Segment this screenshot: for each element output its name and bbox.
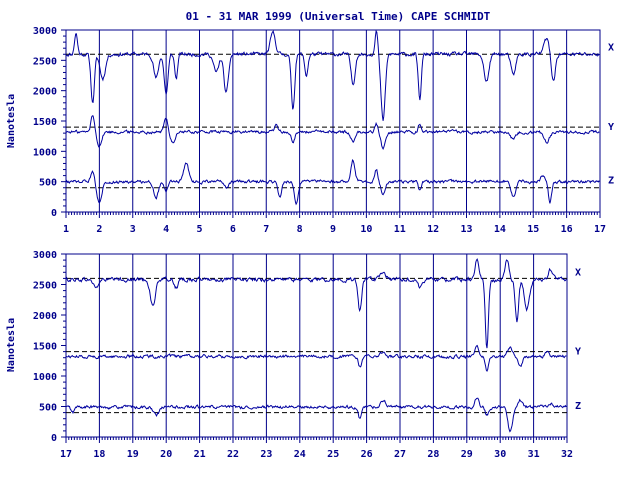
component-label-x: X — [575, 268, 581, 279]
x-tick-label: 32 — [561, 449, 573, 460]
trace-y — [65, 115, 600, 151]
x-tick-label: 1 — [63, 224, 69, 235]
x-tick-label: 29 — [461, 449, 473, 460]
trace-x — [65, 258, 567, 349]
x-tick-label: 17 — [594, 224, 606, 235]
x-tick-label: 12 — [427, 224, 439, 235]
x-tick-label: 27 — [394, 449, 406, 460]
component-label-y: Y — [575, 346, 581, 357]
x-tick-label: 26 — [361, 449, 373, 460]
y-tick-label: 500 — [39, 403, 57, 414]
x-tick-label: 17 — [60, 449, 72, 460]
x-tick-label: 22 — [227, 449, 239, 460]
x-tick-label: 23 — [260, 449, 272, 460]
x-tick-label: 30 — [494, 449, 506, 460]
x-tick-label: 8 — [297, 224, 303, 235]
x-tick-label: 7 — [263, 224, 269, 235]
y-tick-label: 3000 — [33, 250, 57, 261]
y-axis-label: Nanotesla — [6, 94, 17, 148]
y-tick-label: 0 — [51, 433, 57, 444]
x-tick-label: 6 — [230, 224, 236, 235]
trace-y — [65, 344, 567, 372]
y-tick-label: 1500 — [33, 117, 57, 128]
x-tick-label: 2 — [96, 224, 102, 235]
y-tick-label: 1000 — [33, 147, 57, 158]
x-tick-label: 5 — [196, 224, 202, 235]
y-tick-label: 2000 — [33, 87, 57, 98]
x-tick-label: 16 — [561, 224, 573, 235]
panel-upper: 1 2 3 4 5 6 7 8 9 10 11 12 13 14 15 16 17050010001500200… — [6, 26, 614, 235]
component-label-z: Z — [575, 401, 581, 412]
x-tick-label: 13 — [460, 224, 472, 235]
y-tick-label: 2500 — [33, 281, 57, 292]
x-tick-label: 21 — [194, 449, 206, 460]
trace-x — [65, 29, 600, 121]
x-tick-label: 11 — [394, 224, 406, 235]
y-tick-label: 1000 — [33, 372, 57, 383]
x-tick-label: 25 — [327, 449, 339, 460]
component-label-y: Y — [608, 122, 614, 133]
panel-lower: 17 18 19 20 21 22 23 24 25 26 27 28 29 30 31 32 0 500 1000… — [6, 250, 581, 460]
x-tick-label: 9 — [330, 224, 336, 235]
x-tick-label: 18 — [93, 449, 105, 460]
y-tick-label: 1500 — [33, 342, 57, 353]
x-tick-label: 4 — [163, 224, 169, 235]
x-tick-label: 10 — [360, 224, 372, 235]
y-tick-label: 500 — [39, 178, 57, 189]
trace-z — [65, 158, 600, 206]
x-tick-label: 31 — [528, 449, 540, 460]
x-tick-label: 20 — [160, 449, 172, 460]
x-tick-label: 15 — [527, 224, 539, 235]
x-tick-label: 28 — [427, 449, 439, 460]
component-label-z: Z — [608, 176, 614, 187]
component-label-x: X — [608, 42, 614, 53]
chart-title: 01 - 31 MAR 1999 (Universal Time) CAPE S… — [186, 10, 491, 23]
y-tick-label: 2500 — [33, 56, 57, 67]
y-tick-label: 2000 — [33, 311, 57, 322]
y-axis-label: Nanotesla — [6, 318, 17, 372]
x-tick-label: 19 — [127, 449, 139, 460]
x-tick-label: 14 — [494, 224, 506, 235]
y-tick-label: 3000 — [33, 26, 57, 37]
x-tick-label: 3 — [130, 224, 136, 235]
y-tick-label: 0 — [51, 208, 57, 219]
x-tick-label: 24 — [294, 449, 306, 460]
trace-z — [65, 397, 567, 433]
